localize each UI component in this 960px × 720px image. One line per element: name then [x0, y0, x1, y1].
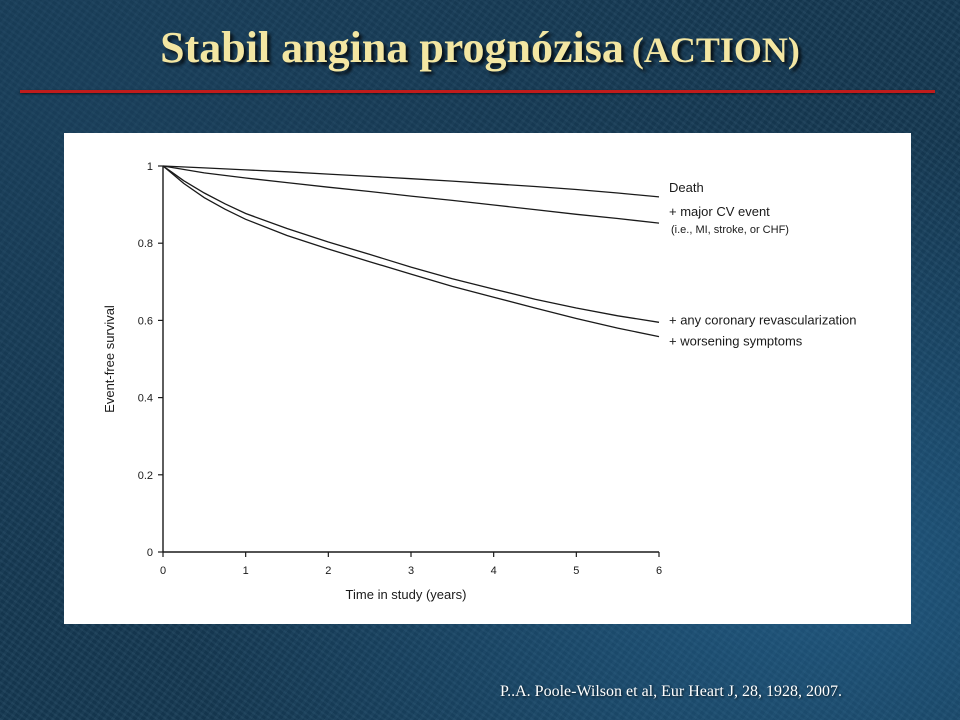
x-tick-label: 4 [491, 565, 497, 577]
y-axis-label: Event-free survival [102, 305, 117, 413]
series-line-2 [162, 165, 660, 323]
x-tick-label: 2 [325, 565, 331, 577]
series-labels: Death + major CV event (i.e., MI, stroke, … [669, 180, 857, 349]
series-line-3 [162, 165, 660, 338]
series-lines [162, 165, 660, 338]
x-tick-label: 1 [243, 565, 249, 577]
y-tick-label: 1 [147, 161, 153, 173]
slide-title-main: Stabil angina prognózisa [160, 23, 624, 72]
series-label-2: + any coronary revascularization [669, 312, 857, 327]
slide-title-suffix: (ACTION) [631, 30, 800, 70]
x-ticks: 0 1 2 3 4 5 6 [160, 552, 662, 577]
title-underline [20, 90, 935, 93]
chart-panel: Event-free survival Time in study (years… [64, 133, 911, 624]
series-line-1 [162, 165, 660, 224]
y-tick-label: 0 [147, 547, 153, 559]
y-tick-label: 0.8 [138, 238, 153, 250]
slide-title: Stabil angina prognózisa (ACTION) [0, 22, 960, 73]
citation: P..A. Poole-Wilson et al, Eur Heart J, 2… [500, 683, 842, 700]
x-tick-label: 5 [573, 565, 579, 577]
y-ticks: 0 0.2 0.4 0.6 0.8 1 [138, 161, 163, 559]
series-line-0 [162, 165, 660, 198]
x-tick-label: 3 [408, 565, 414, 577]
y-tick-label: 0.6 [138, 315, 153, 327]
y-tick-label: 0.2 [138, 470, 153, 482]
series-label-0: Death [669, 180, 704, 195]
y-tick-label: 0.4 [138, 393, 153, 405]
x-tick-label: 0 [160, 565, 166, 577]
survival-chart: Event-free survival Time in study (years… [102, 161, 857, 602]
x-tick-label: 6 [656, 565, 662, 577]
series-label-1: + major CV event [669, 204, 770, 219]
series-note-1: (i.e., MI, stroke, or CHF) [671, 224, 789, 236]
x-axis-label: Time in study (years) [346, 587, 467, 602]
series-label-3: + worsening symptoms [669, 334, 803, 349]
